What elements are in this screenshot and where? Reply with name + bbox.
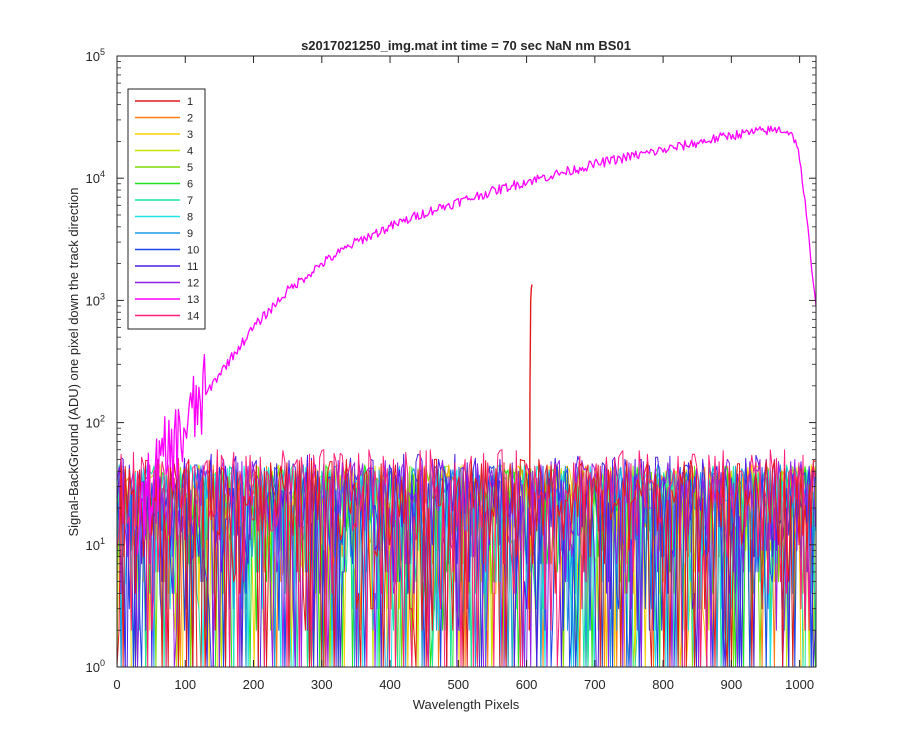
legend-label-8: 8 <box>187 212 193 224</box>
axes-layer <box>116 55 817 668</box>
series-line-14 <box>116 449 816 668</box>
legend-label-9: 9 <box>187 228 193 240</box>
legend-label-1: 1 <box>187 96 193 108</box>
y-tick-label: 103 <box>86 291 105 308</box>
legend-box <box>127 88 206 330</box>
legend-label-12: 12 <box>187 278 199 290</box>
legend-label-4: 4 <box>187 146 193 158</box>
x-tick-label: 100 <box>174 677 196 692</box>
x-tick-label: 200 <box>243 677 265 692</box>
x-tick-label: 800 <box>652 677 674 692</box>
legend-label-7: 7 <box>187 195 193 207</box>
legend-label-14: 14 <box>187 311 199 323</box>
x-tick-label: 300 <box>311 677 333 692</box>
ticks-layer: 0 100 200 300 400 500 600 700 800 900 100010010110… <box>86 47 816 692</box>
series-layer <box>116 125 817 668</box>
x-tick-label: 500 <box>447 677 469 692</box>
x-tick-label: 600 <box>516 677 538 692</box>
legend-label-11: 11 <box>187 261 198 273</box>
x-tick-label: 400 <box>379 677 401 692</box>
y-tick-label: 105 <box>86 47 105 64</box>
x-tick-label: 700 <box>584 677 606 692</box>
y-axis-label: Signal-BackGround (ADU) one pixel down t… <box>66 187 81 536</box>
x-tick-label: 0 <box>113 677 120 692</box>
legend-label-10: 10 <box>187 245 199 257</box>
series-line-13 <box>136 125 817 555</box>
legend-label-6: 6 <box>187 179 193 191</box>
y-tick-label: 101 <box>86 536 105 553</box>
plot-area-frame <box>116 55 817 668</box>
y-tick-label: 100 <box>86 658 105 675</box>
series-line-1 <box>116 458 816 668</box>
y-tick-label: 104 <box>86 169 105 186</box>
legend-label-13: 13 <box>187 294 199 306</box>
legend-label-3: 3 <box>187 129 193 141</box>
chart-title: s2017021250_img.mat int time = 70 sec Na… <box>301 38 631 53</box>
x-tick-label: 1000 <box>785 677 814 692</box>
x-axis-label: Wavelength Pixels <box>413 697 520 712</box>
legend-label-5: 5 <box>187 162 193 174</box>
y-tick-label: 102 <box>86 414 105 431</box>
legend-label-2: 2 <box>187 113 193 125</box>
x-tick-label: 900 <box>721 677 743 692</box>
series-peak-1 <box>528 284 533 631</box>
